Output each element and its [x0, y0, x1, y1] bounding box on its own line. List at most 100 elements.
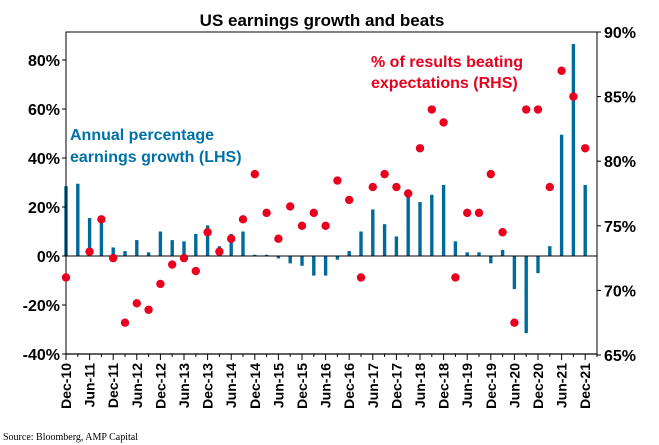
earnings-growth-bar [500, 249, 505, 256]
left-tick-label: 0% [37, 249, 60, 266]
beat-rate-point [557, 66, 566, 75]
earnings-growth-bar [548, 246, 552, 256]
beat-rate-point [427, 105, 436, 114]
x-tick-label: Dec-16 [341, 363, 357, 409]
beat-rate-point [168, 260, 177, 269]
lhs-annotation-line-2: earnings growth (LHS) [70, 149, 242, 166]
x-tick-label: Dec-18 [436, 363, 452, 409]
x-tick-label: Dec-11 [105, 363, 121, 408]
source-note: Source: Bloomberg, AMP Capital [3, 432, 138, 443]
earnings-growth-bar [559, 134, 564, 256]
earnings-growth-bar [371, 209, 375, 256]
x-tick-label: Dec-21 [577, 363, 593, 409]
beat-rate-point [109, 253, 118, 263]
beat-rate-point [191, 266, 200, 276]
earnings-growth-bar [182, 241, 186, 256]
beat-rate-point [522, 105, 531, 114]
beat-rate-point [286, 202, 295, 211]
beat-rate-point [345, 195, 354, 205]
earnings-growth-bar [87, 218, 92, 256]
earnings-growth-bar [111, 247, 115, 256]
right-tick-label: 75% [604, 219, 636, 236]
x-tick-label: Jun-20 [506, 363, 522, 408]
beat-rate-point [404, 189, 413, 198]
earnings-growth-bar [583, 184, 587, 256]
beat-rate-point [203, 228, 212, 237]
beat-rate-point [85, 247, 94, 256]
left-tick-label: 60% [28, 102, 60, 119]
beat-rate-point [297, 221, 307, 230]
earnings-growth-bar [524, 256, 528, 334]
left-tick-label: 20% [28, 200, 60, 217]
earnings-growth-bar [170, 240, 174, 256]
chart-title: US earnings growth and beats [200, 11, 445, 30]
x-tick-label: Dec-10 [58, 363, 74, 409]
beat-rate-point [120, 318, 130, 327]
x-tick-label: Jun-18 [412, 363, 428, 408]
earnings-growth-bar [489, 256, 493, 264]
earnings-growth-bar [241, 231, 245, 256]
earnings-growth-bar [335, 256, 340, 260]
left-tick-label: -40% [23, 347, 60, 364]
earnings-growth-bar [264, 254, 269, 256]
beat-rate-point [144, 305, 153, 314]
beat-rate-point [415, 144, 425, 153]
right-tick-label: 70% [604, 283, 636, 300]
earnings-growth-bar [418, 202, 422, 256]
earnings-growth-bar [430, 194, 434, 256]
x-tick-label: Dec-14 [247, 363, 263, 409]
beat-rate-point [156, 279, 165, 289]
rhs-annotation-line-1: % of results beating [371, 54, 523, 71]
beat-rate-point [569, 92, 578, 101]
x-tick-label: Jun-13 [176, 363, 192, 408]
x-tick-label: Dec-15 [294, 363, 310, 409]
earnings-growth-bar [477, 252, 481, 256]
beat-rate-point [439, 118, 448, 127]
earnings-growth-bar [441, 184, 446, 256]
beat-rate-point [498, 228, 507, 237]
earnings-growth-bar [382, 224, 387, 256]
rhs-annotation-line-2: expectations (RHS) [371, 75, 518, 92]
beat-rate-point [510, 318, 519, 327]
earnings-growth-bar [146, 252, 151, 256]
x-tick-label: Jun-21 [554, 363, 570, 408]
right-tick-label: 80% [604, 154, 636, 171]
x-tick-label: Jun-14 [223, 363, 239, 408]
right-tick-label: 90% [604, 25, 636, 42]
earnings-growth-bar [312, 256, 316, 276]
earnings-growth-bar [288, 256, 292, 264]
earnings-growth-bar [512, 256, 517, 290]
x-tick-label: Dec-20 [530, 363, 546, 409]
beat-rate-point [250, 169, 259, 179]
beat-rate-point [545, 182, 554, 192]
earnings-growth-bar [253, 254, 257, 256]
earnings-growth-bar [406, 194, 410, 256]
beat-rate-point [451, 273, 460, 282]
earnings-growth-bar [323, 256, 328, 276]
earnings-growth-bar [394, 236, 399, 256]
left-tick-label: -20% [23, 298, 60, 315]
beat-rate-point [179, 253, 189, 263]
beat-rate-point [533, 105, 543, 114]
x-tick-label: Jun-16 [318, 363, 334, 408]
x-tick-label: Jun-17 [365, 363, 381, 408]
beat-rate-point [238, 215, 248, 224]
x-tick-label: Dec-13 [200, 363, 216, 409]
beat-rate-point [486, 169, 495, 179]
left-tick-label: 80% [28, 53, 60, 70]
earnings-growth-bar [347, 251, 351, 256]
earnings-growth-bar [76, 183, 80, 256]
beat-rate-point [474, 208, 484, 218]
x-tick-label: Dec-12 [152, 363, 168, 409]
beat-rate-point [309, 208, 318, 218]
earnings-growth-bar [123, 251, 127, 256]
beat-rate-point [97, 215, 106, 224]
earnings-growth-bar [300, 256, 304, 266]
earnings-growth-bar [205, 225, 210, 256]
lhs-annotation-line-1: Annual percentage [70, 127, 214, 144]
beat-rate-point [227, 234, 236, 243]
beat-rate-point [61, 273, 71, 282]
beat-rate-point [356, 273, 366, 282]
earnings-growth-bar [536, 256, 540, 274]
